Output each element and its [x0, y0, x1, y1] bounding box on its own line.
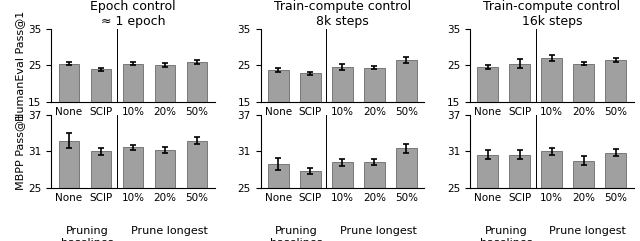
Bar [91, 152, 111, 241]
Text: Pruning
baselines: Pruning baselines [480, 226, 532, 241]
Bar [364, 67, 385, 157]
Bar [300, 74, 321, 157]
Bar [509, 64, 530, 157]
Bar [477, 154, 498, 241]
Y-axis label: HumanEval Pass@1: HumanEval Pass@1 [15, 10, 26, 120]
Bar [268, 164, 289, 241]
Bar [509, 154, 530, 241]
Bar [477, 67, 498, 157]
Bar [155, 150, 175, 241]
Bar [59, 64, 79, 157]
Bar [332, 162, 353, 241]
Y-axis label: MBPP Pass@1: MBPP Pass@1 [15, 113, 26, 190]
Bar [123, 64, 143, 157]
Bar [59, 141, 79, 241]
Bar [541, 58, 562, 157]
Bar [573, 161, 594, 241]
Bar [605, 60, 626, 157]
Text: Pruning
baselines: Pruning baselines [61, 226, 113, 241]
Bar [396, 148, 417, 241]
Bar [573, 64, 594, 157]
Bar [187, 62, 207, 157]
Bar [396, 60, 417, 157]
Bar [332, 67, 353, 157]
Bar [187, 141, 207, 241]
Bar [300, 171, 321, 241]
Bar [123, 147, 143, 241]
Bar [268, 70, 289, 157]
Bar [155, 65, 175, 157]
Title: Epoch control
≈ 1 epoch: Epoch control ≈ 1 epoch [90, 0, 176, 28]
Text: Prune longest: Prune longest [549, 226, 626, 236]
Title: Train-compute control
16k steps: Train-compute control 16k steps [483, 0, 620, 28]
Bar [605, 153, 626, 241]
Text: Prune longest: Prune longest [131, 226, 207, 236]
Text: Prune longest: Prune longest [340, 226, 417, 236]
Bar [91, 69, 111, 157]
Bar [541, 152, 562, 241]
Text: Pruning
baselines: Pruning baselines [270, 226, 323, 241]
Bar [364, 162, 385, 241]
Title: Train-compute control
8k steps: Train-compute control 8k steps [274, 0, 411, 28]
